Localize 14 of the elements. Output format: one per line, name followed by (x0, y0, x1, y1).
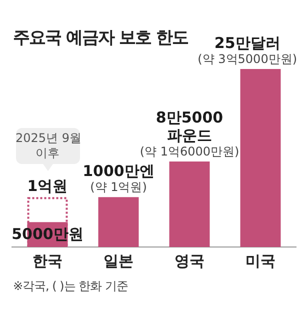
annotation: 8만5000 파운드 (약 1억6000만원) (140, 108, 240, 159)
bar (169, 162, 210, 247)
x-tick-label: 한국 (32, 252, 62, 270)
bar (98, 197, 139, 247)
annotation: 1000만엔 (약 1억원) (82, 162, 154, 194)
x-tick-label: 미국 (246, 252, 276, 270)
bar (240, 69, 281, 247)
text: ※각국, ( )는 한화 기준 (13, 278, 128, 295)
x-tick-label: 영국 (174, 252, 204, 270)
annotation: 2025년 9월 이후 (16, 128, 82, 164)
chart-title: 주요국 예금자 보호 한도 (13, 27, 188, 49)
annotation: 1억원 (27, 177, 68, 196)
x-tick-label: 일본 (104, 252, 134, 270)
annotation: 25만달러 (약 3억5000만원) (198, 34, 298, 66)
